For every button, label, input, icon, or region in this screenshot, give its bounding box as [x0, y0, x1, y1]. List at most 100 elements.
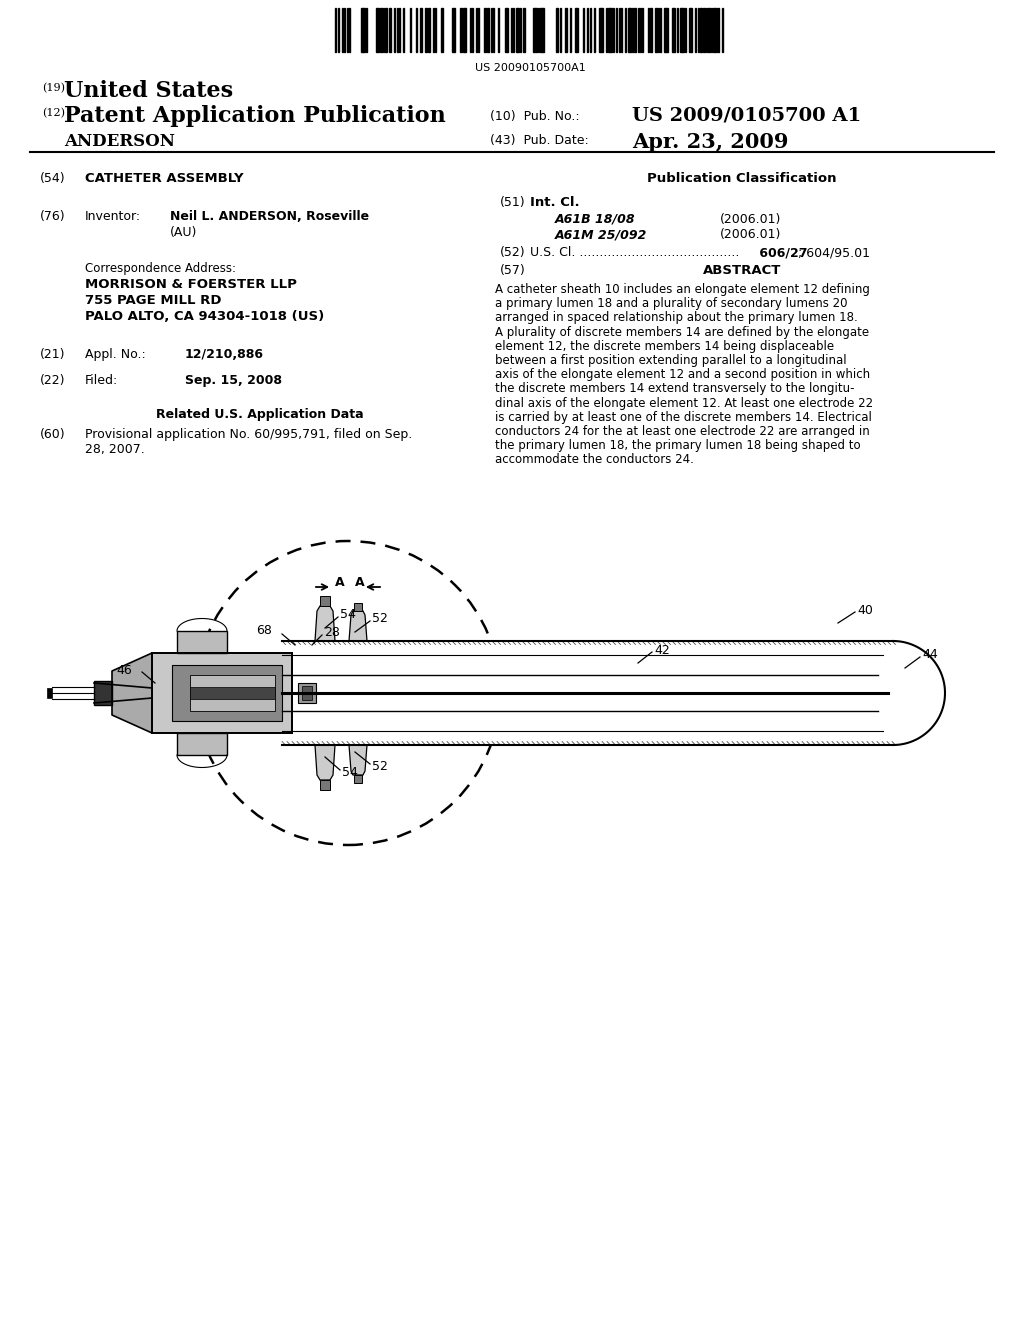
- Text: Inventor:: Inventor:: [85, 210, 141, 223]
- Bar: [441, 8, 443, 51]
- Text: (76): (76): [40, 210, 66, 223]
- Bar: [505, 8, 508, 51]
- Bar: [575, 8, 578, 51]
- Bar: [688, 8, 691, 51]
- Text: ANDERSON: ANDERSON: [63, 133, 175, 150]
- Text: (12): (12): [42, 108, 65, 119]
- Text: U.S. Cl. ........................................: U.S. Cl. ...............................…: [530, 246, 739, 259]
- Text: axis of the elongate element 12 and a second position in which: axis of the elongate element 12 and a se…: [495, 368, 870, 381]
- Text: A: A: [335, 577, 345, 590]
- Bar: [354, 603, 362, 611]
- Text: MORRISON & FOERSTER LLP: MORRISON & FOERSTER LLP: [85, 279, 297, 290]
- Text: dinal axis of the elongate element 12. At least one electrode 22: dinal axis of the elongate element 12. A…: [495, 396, 873, 409]
- Bar: [673, 8, 675, 51]
- Text: (60): (60): [40, 428, 66, 441]
- Text: 40: 40: [857, 603, 872, 616]
- Text: accommodate the conductors 24.: accommodate the conductors 24.: [495, 453, 694, 466]
- Bar: [420, 8, 422, 51]
- Text: A: A: [355, 577, 365, 590]
- Bar: [713, 8, 716, 51]
- Text: (54): (54): [40, 172, 66, 185]
- Text: Publication Classification: Publication Classification: [647, 172, 837, 185]
- Text: 606/27: 606/27: [755, 246, 808, 259]
- Text: 12/210,886: 12/210,886: [185, 348, 264, 360]
- Text: conductors 24 for the at least one electrode 22 are arranged in: conductors 24 for the at least one elect…: [495, 425, 869, 438]
- Text: Sep. 15, 2008: Sep. 15, 2008: [185, 374, 282, 387]
- Bar: [680, 8, 684, 51]
- Text: 68: 68: [256, 624, 272, 638]
- Polygon shape: [112, 653, 152, 733]
- Text: the primary lumen 18, the primary lumen 18 being shaped to: the primary lumen 18, the primary lumen …: [495, 440, 860, 453]
- Bar: [542, 8, 544, 51]
- Text: (43)  Pub. Date:: (43) Pub. Date:: [490, 135, 589, 147]
- Text: Apr. 23, 2009: Apr. 23, 2009: [632, 132, 788, 152]
- Text: A61B 18/08: A61B 18/08: [555, 213, 636, 226]
- Text: is carried by at least one of the discrete members 14. Electrical: is carried by at least one of the discre…: [495, 411, 871, 424]
- Text: Provisional application No. 60/995,791, filed on Sep.: Provisional application No. 60/995,791, …: [85, 428, 413, 441]
- Text: United States: United States: [63, 81, 233, 102]
- Bar: [540, 8, 542, 51]
- Bar: [389, 8, 391, 51]
- Bar: [282, 642, 893, 744]
- Text: ; 604/95.01: ; 604/95.01: [798, 246, 870, 259]
- Bar: [598, 8, 601, 51]
- Bar: [629, 8, 631, 51]
- Polygon shape: [349, 611, 367, 642]
- Text: Int. Cl.: Int. Cl.: [530, 195, 580, 209]
- Bar: [190, 675, 275, 711]
- Text: CATHETER ASSEMBLY: CATHETER ASSEMBLY: [85, 172, 244, 185]
- Bar: [703, 8, 705, 51]
- Text: between a first position extending parallel to a longitudinal: between a first position extending paral…: [495, 354, 847, 367]
- Polygon shape: [315, 606, 335, 642]
- Text: Correspondence Address:: Correspondence Address:: [85, 261, 236, 275]
- Bar: [608, 8, 612, 51]
- Bar: [319, 780, 330, 789]
- Polygon shape: [177, 631, 227, 653]
- Text: 46: 46: [117, 664, 132, 676]
- Bar: [319, 597, 330, 606]
- Text: PALO ALTO, CA 94304-1018 (US): PALO ALTO, CA 94304-1018 (US): [85, 310, 325, 323]
- Text: 52: 52: [372, 760, 388, 774]
- Text: element 12, the discrete members 14 being displaceable: element 12, the discrete members 14 bein…: [495, 339, 835, 352]
- Text: (22): (22): [40, 374, 66, 387]
- Bar: [298, 682, 316, 704]
- Bar: [47, 688, 52, 698]
- Bar: [360, 8, 362, 51]
- Text: (21): (21): [40, 348, 66, 360]
- Bar: [564, 8, 566, 51]
- Bar: [190, 686, 275, 700]
- Text: 755 PAGE MILL RD: 755 PAGE MILL RD: [85, 294, 221, 308]
- Text: (AU): (AU): [170, 226, 198, 239]
- Bar: [517, 8, 519, 51]
- Text: (10)  Pub. No.:: (10) Pub. No.:: [490, 110, 580, 123]
- Text: (2006.01): (2006.01): [720, 213, 781, 226]
- Polygon shape: [177, 733, 227, 755]
- Text: A plurality of discrete members 14 are defined by the elongate: A plurality of discrete members 14 are d…: [495, 326, 869, 339]
- Polygon shape: [349, 744, 367, 775]
- Bar: [425, 8, 427, 51]
- Text: arranged in spaced relationship about the primary lumen 18.: arranged in spaced relationship about th…: [495, 312, 858, 325]
- Bar: [172, 665, 282, 721]
- Bar: [556, 8, 558, 51]
- Bar: [634, 8, 636, 51]
- Bar: [385, 8, 387, 51]
- Bar: [534, 8, 537, 51]
- Bar: [94, 681, 112, 705]
- Bar: [452, 8, 455, 51]
- Text: US 2009/0105700 A1: US 2009/0105700 A1: [632, 107, 861, 125]
- Text: (51): (51): [500, 195, 525, 209]
- Bar: [428, 8, 430, 51]
- Text: a primary lumen 18 and a plurality of secondary lumens 20: a primary lumen 18 and a plurality of se…: [495, 297, 848, 310]
- Bar: [460, 8, 462, 51]
- Text: (19): (19): [42, 83, 65, 94]
- Text: (2006.01): (2006.01): [720, 228, 781, 242]
- Text: Related U.S. Application Data: Related U.S. Application Data: [157, 408, 364, 421]
- Text: 54: 54: [340, 609, 356, 622]
- Bar: [152, 653, 292, 733]
- Text: Filed:: Filed:: [85, 374, 118, 387]
- Text: 42: 42: [654, 644, 670, 656]
- Text: (52): (52): [500, 246, 525, 259]
- Bar: [354, 775, 362, 783]
- Bar: [522, 8, 524, 51]
- Bar: [486, 8, 488, 51]
